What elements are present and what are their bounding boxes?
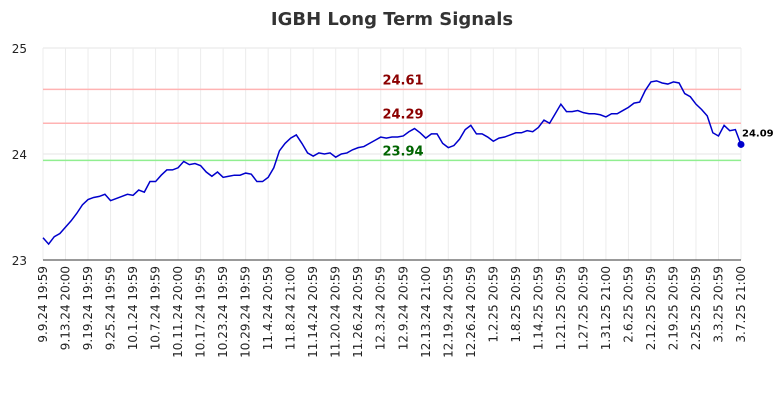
price-line: [42, 80, 742, 246]
x-tick-label: 9.25.24 19:59: [104, 266, 118, 350]
x-tick-label: 11.14.24 20:59: [306, 266, 320, 358]
x-tick-label: 11.20.24 20:59: [329, 266, 343, 358]
x-tick-label: 12.19.24 20:59: [441, 266, 455, 358]
x-tick-label: 2.12.25 20:59: [644, 266, 658, 350]
x-tick-label: 3.3.25 20:59: [711, 266, 725, 343]
last-point: [737, 140, 745, 148]
chart-title: IGBH Long Term Signals: [271, 9, 513, 30]
x-tick-label: 1.31.25 21:00: [599, 266, 613, 350]
x-tick-label: 2.6.25 20:59: [621, 266, 635, 343]
y-tick-label: 25: [12, 42, 27, 56]
x-tick-label: 9.19.24 19:59: [81, 266, 95, 350]
x-tick-label: 2.25.25 20:59: [689, 266, 703, 350]
x-tick-label: 10.23.24 19:59: [216, 266, 230, 358]
x-tick-label: 12.9.24 20:59: [396, 266, 410, 350]
x-tick-label: 12.13.24 21:00: [419, 266, 433, 358]
x-tick-label: 11.26.24 20:59: [351, 266, 365, 358]
x-tick-label: 1.8.25 20:59: [509, 266, 523, 343]
signal-label: 24.29: [382, 107, 423, 122]
x-tick-label: 10.1.24 19:59: [126, 266, 140, 350]
signal-label: 23.94: [382, 144, 423, 159]
signal-label: 24.61: [382, 73, 423, 88]
x-tick-label: 11.4.24 20:59: [261, 266, 275, 350]
y-tick-label: 24: [12, 148, 27, 162]
x-tick-label: 1.27.25 20:59: [576, 266, 590, 350]
x-tick-label: 10.29.24 19:59: [239, 266, 253, 358]
x-tick-label: 1.14.25 20:59: [531, 266, 545, 350]
x-tick-label: 12.3.24 20:59: [374, 266, 388, 350]
x-tick-label: 10.17.24 19:59: [194, 266, 208, 358]
x-tick-label: 9.9.24 19:59: [36, 266, 50, 343]
x-tick-label: 10.7.24 19:59: [149, 266, 163, 350]
y-tick-label: 23: [12, 254, 27, 268]
x-tick-label: 2.19.25 20:59: [666, 266, 680, 350]
x-tick-label: 3.7.25 21:00: [734, 266, 748, 343]
x-tick-label: 10.11.24 20:00: [171, 266, 185, 358]
x-tick-label: 1.2.25 20:59: [486, 266, 500, 343]
x-tick-label: 12.26.24 20:59: [464, 266, 478, 358]
x-tick-label: 1.21.25 20:59: [554, 266, 568, 350]
x-tick-label: 9.13.24 20:00: [59, 266, 73, 350]
x-tick-label: 11.8.24 21:00: [284, 266, 298, 350]
last-value-label: 24.09: [742, 128, 774, 139]
